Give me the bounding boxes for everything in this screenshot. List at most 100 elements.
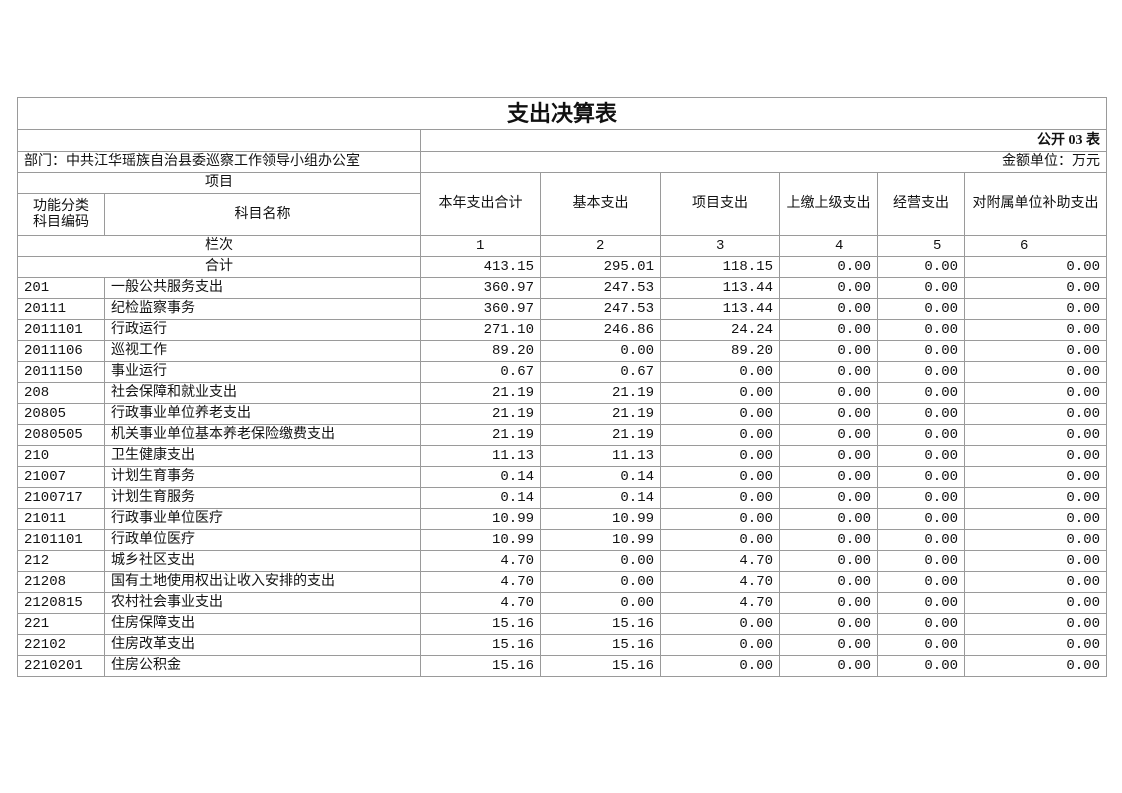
amount: 0.67 — [420, 361, 541, 383]
amount: 0.00 — [779, 466, 878, 488]
amount: 0.14 — [540, 466, 661, 488]
subject-code: 212 — [17, 550, 105, 572]
subject-code: 21011 — [17, 508, 105, 530]
table-row: 22102 住房改革支出 15.16 15.16 0.00 0.00 0.00 0.00 — [17, 634, 1108, 656]
amount: 0.00 — [660, 487, 780, 509]
amount: 0.00 — [963, 277, 1108, 299]
table-row: 2100717 计划生育服务 0.14 0.14 0.00 0.00 0.00 0.00 — [17, 487, 1108, 509]
amount: 0.00 — [660, 613, 780, 635]
subject-name: 农村社会事业支出 — [104, 592, 421, 614]
column-number: 3 — [660, 235, 780, 257]
amount: 0.00 — [877, 613, 965, 635]
subject-name: 行政运行 — [104, 319, 421, 341]
amount: 0.00 — [963, 466, 1108, 488]
amount: 0.00 — [779, 340, 878, 362]
amount: 15.16 — [540, 655, 661, 677]
table-row: 2101101 行政单位医疗 10.99 10.99 0.00 0.00 0.00 0.00 — [17, 529, 1108, 551]
subject-code: 20805 — [17, 403, 105, 425]
amount: 89.20 — [420, 340, 541, 362]
amount: 21.19 — [540, 424, 661, 446]
amount: 0.00 — [660, 403, 780, 425]
amount: 4.70 — [660, 550, 780, 572]
amount: 0.14 — [420, 466, 541, 488]
table-row: 合计 413.15 295.01 118.15 0.00 0.00 0.00 — [17, 256, 1108, 278]
amount: 0.00 — [877, 550, 965, 572]
amount: 0.00 — [779, 529, 878, 551]
amount: 0.00 — [877, 466, 965, 488]
amount: 0.00 — [540, 571, 661, 593]
subject-name: 住房改革支出 — [104, 634, 421, 656]
amount: 0.00 — [877, 361, 965, 383]
amount: 4.70 — [420, 592, 541, 614]
amount: 4.70 — [420, 550, 541, 572]
header-item: 项目 — [17, 172, 421, 194]
table-row: 21208 国有土地使用权出让收入安排的支出 4.70 0.00 4.70 0.00 0.0… — [17, 571, 1108, 593]
amount: 0.00 — [877, 403, 965, 425]
amount: 113.44 — [660, 277, 780, 299]
amount: 10.99 — [420, 508, 541, 530]
amount: 0.00 — [963, 445, 1108, 467]
subject-name: 机关事业单位基本养老保险缴费支出 — [104, 424, 421, 446]
amount: 24.24 — [660, 319, 780, 341]
amount: 0.00 — [877, 382, 965, 404]
table-row: 2210201 住房公积金 15.16 15.16 0.00 0.00 0.00 0.00 — [17, 655, 1108, 677]
amount: 10.99 — [540, 529, 661, 551]
header-column: 基本支出 — [540, 172, 661, 236]
table-row: 2120815 农村社会事业支出 4.70 0.00 4.70 0.00 0.00 0.00 — [17, 592, 1108, 614]
amount: 15.16 — [420, 613, 541, 635]
subject-name: 一般公共服务支出 — [104, 277, 421, 299]
department: 部门：中共江华瑶族自治县委巡察工作领导小组办公室 — [17, 151, 421, 173]
column-number: 6 — [963, 235, 1108, 257]
header-name: 科目名称 — [104, 193, 421, 236]
subject-code: 201 — [17, 277, 105, 299]
amount: 15.16 — [540, 613, 661, 635]
subject-code: 22102 — [17, 634, 105, 656]
total-value: 295.01 — [540, 256, 661, 278]
amount: 0.00 — [877, 340, 965, 362]
total-value: 0.00 — [963, 256, 1108, 278]
subject-code: 2101101 — [17, 529, 105, 551]
subject-name: 城乡社区支出 — [104, 550, 421, 572]
subject-code: 2120815 — [17, 592, 105, 614]
blank — [17, 129, 421, 152]
total-label: 合计 — [17, 256, 421, 278]
amount: 271.10 — [420, 319, 541, 341]
amount: 89.20 — [660, 340, 780, 362]
amount: 0.00 — [540, 340, 661, 362]
subject-name: 行政单位医疗 — [104, 529, 421, 551]
header-code: 功能分类 科目编码 — [17, 193, 105, 236]
amount: 0.00 — [660, 508, 780, 530]
amount: 0.00 — [779, 487, 878, 509]
amount: 246.86 — [540, 319, 661, 341]
amount: 10.99 — [540, 508, 661, 530]
amount: 0.00 — [660, 361, 780, 383]
amount: 0.00 — [779, 508, 878, 530]
amount: 0.00 — [963, 487, 1108, 509]
amount: 0.00 — [779, 403, 878, 425]
table-row: 栏次 1 2 3 4 5 6 — [17, 235, 1108, 257]
subject-name: 住房保障支出 — [104, 613, 421, 635]
table-row: 2011150 事业运行 0.67 0.67 0.00 0.00 0.00 0.00 — [17, 361, 1108, 383]
amount: 11.13 — [540, 445, 661, 467]
amount: 0.00 — [963, 298, 1108, 320]
header-column: 经营支出 — [877, 172, 965, 236]
amount: 247.53 — [540, 277, 661, 299]
amount: 0.00 — [779, 424, 878, 446]
table-row: 21011 行政事业单位医疗 10.99 10.99 0.00 0.00 0.00 0.00 — [17, 508, 1108, 530]
amount: 0.00 — [963, 340, 1108, 362]
subject-code: 2011150 — [17, 361, 105, 383]
amount: 0.00 — [877, 508, 965, 530]
amount: 0.00 — [779, 613, 878, 635]
table-row: 221 住房保障支出 15.16 15.16 0.00 0.00 0.00 0.00 — [17, 613, 1108, 635]
amount: 0.00 — [779, 382, 878, 404]
amount: 0.00 — [540, 550, 661, 572]
amount: 0.00 — [963, 508, 1108, 530]
amount: 0.14 — [420, 487, 541, 509]
column-number-label: 栏次 — [17, 235, 421, 257]
amount: 0.00 — [877, 298, 965, 320]
amount: 0.00 — [779, 361, 878, 383]
amount: 0.00 — [660, 445, 780, 467]
amount: 0.00 — [540, 592, 661, 614]
column-number: 4 — [779, 235, 878, 257]
amount: 113.44 — [660, 298, 780, 320]
